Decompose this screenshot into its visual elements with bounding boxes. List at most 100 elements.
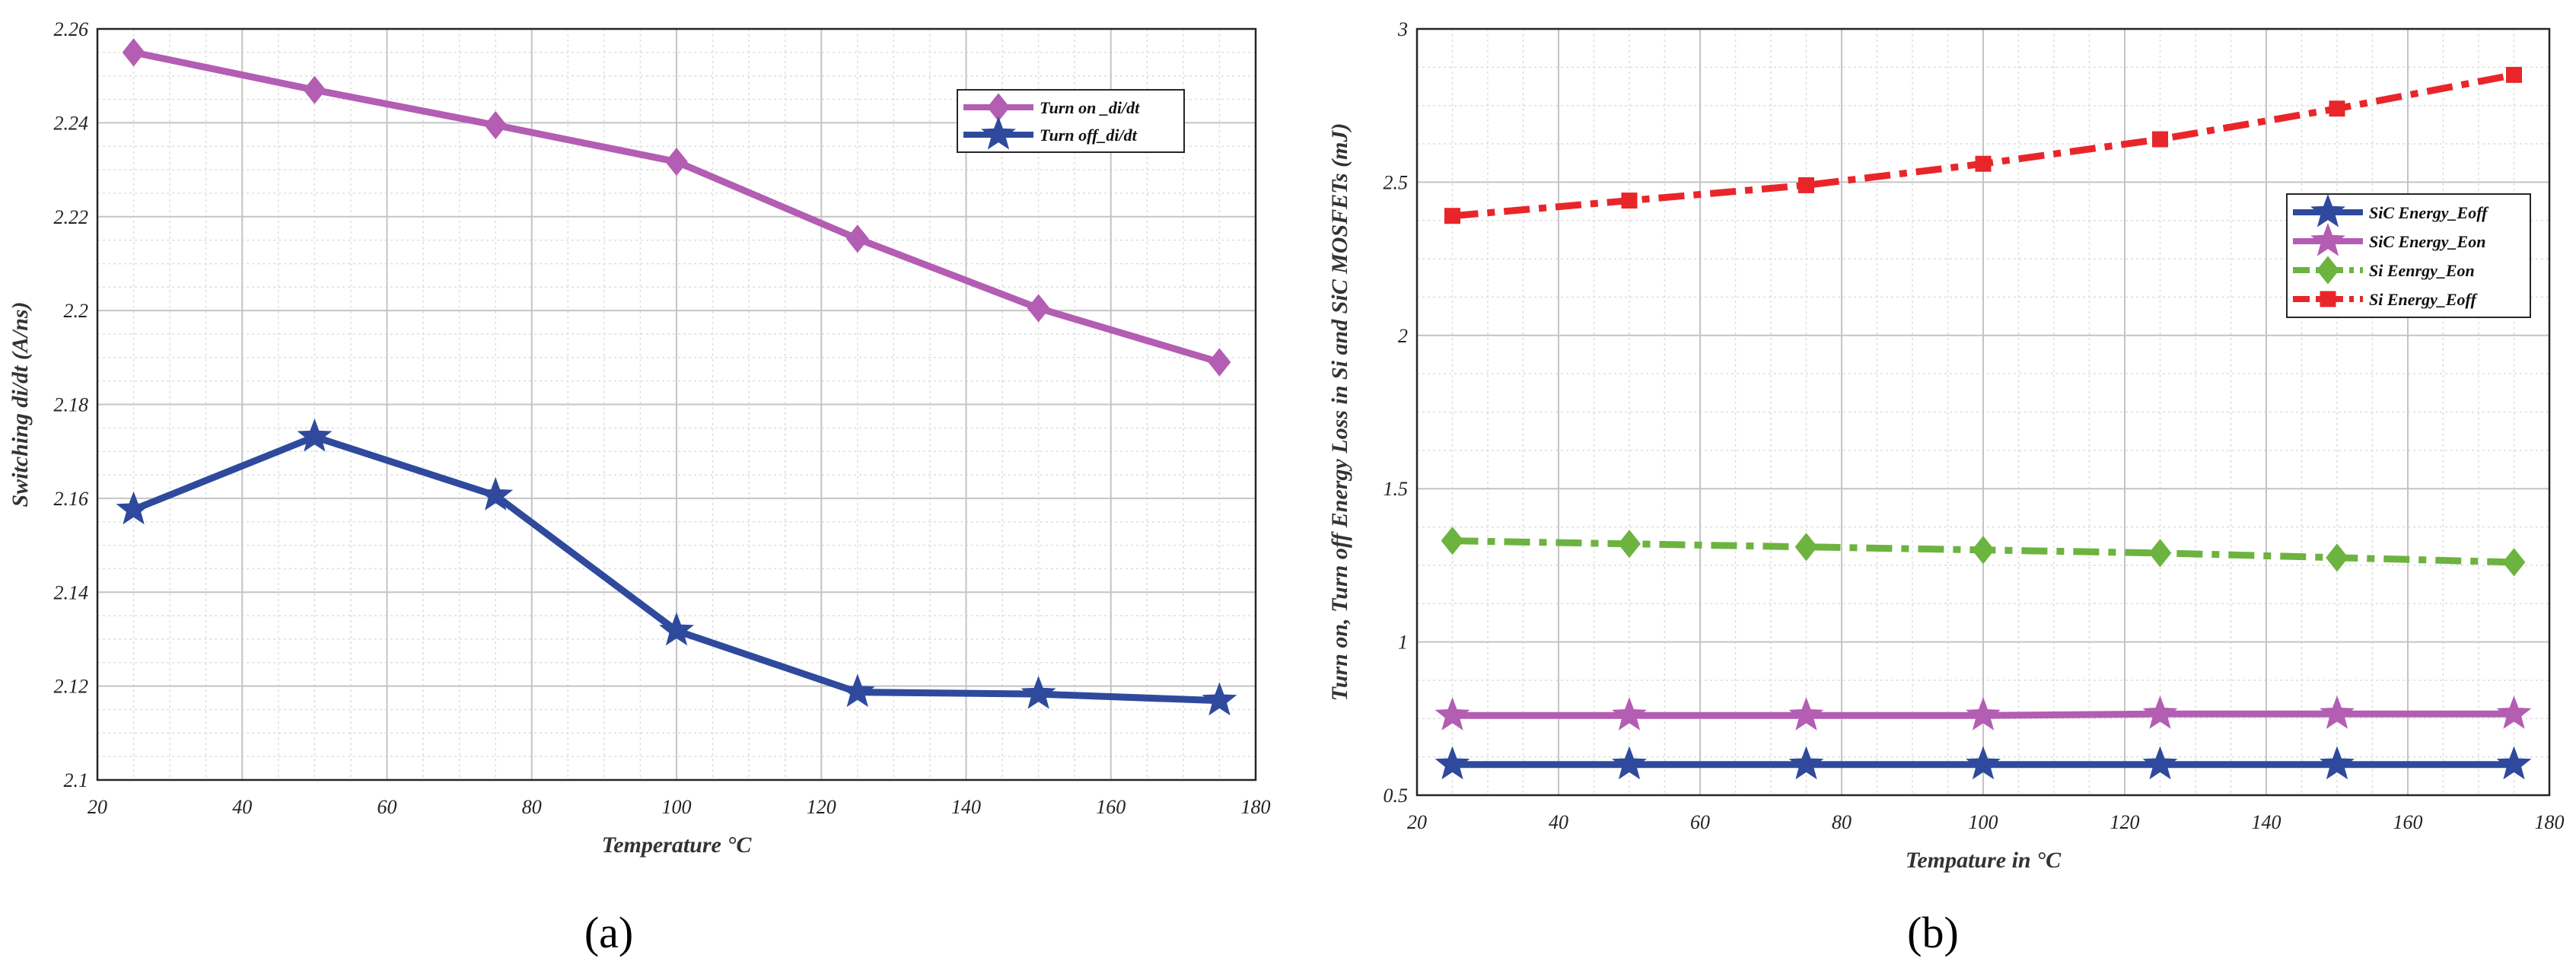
data-point [484, 110, 508, 140]
x-tick-label: 140 [2252, 811, 2281, 833]
x-tick-label: 160 [2393, 811, 2423, 833]
legend-entry: Turn off_di/dt [1040, 126, 1138, 145]
plot-area-border [96, 27, 1257, 781]
x-tick-label: 20 [1407, 811, 1427, 833]
series-sic-energy-eoff [1434, 746, 2532, 780]
x-tick-label: 120 [807, 796, 836, 818]
legend-entry: Turn on _di/dt [1040, 98, 1140, 117]
legend: Turn on _di/dt Turn off_di/dt [957, 89, 1185, 153]
x-axis-label: Tempature in °C [1906, 848, 2062, 873]
data-point [1434, 697, 1470, 730]
chart-b: 20 40 60 80 100 120 140 160 180 0.5 1 1.5 2 2.5 3 Tempa… [1327, 18, 2565, 957]
x-tick-label: 120 [2110, 811, 2140, 833]
data-point [2329, 100, 2345, 117]
x-tick-label: 80 [1832, 811, 1852, 833]
y-tick-label: 2.24 [54, 112, 89, 134]
data-point [1434, 746, 1470, 780]
data-point [845, 224, 869, 253]
data-point [1966, 746, 2001, 780]
y-tick-label: 0.5 [1384, 785, 1409, 807]
y-tick-label: 2.12 [54, 676, 89, 698]
legend-marker [2316, 256, 2339, 285]
x-tick-label: 100 [1969, 811, 1998, 833]
data-point [2326, 543, 2348, 572]
data-point [1444, 208, 1460, 224]
legend-entry: SiC Energy_Eon [2369, 232, 2485, 251]
x-tick-label: 60 [377, 796, 397, 818]
data-point [659, 612, 694, 646]
data-point [303, 75, 326, 104]
data-point [116, 491, 151, 525]
data-point [2142, 746, 2178, 780]
data-point [2320, 695, 2355, 729]
data-point [1798, 177, 1814, 193]
series-turn-on-di-dt [122, 38, 1231, 377]
x-tick-label: 160 [1096, 796, 1126, 818]
legend-marker [981, 116, 1016, 150]
data-point [1621, 193, 1638, 209]
data-point [2506, 66, 2522, 83]
y-tick-label: 1 [1398, 632, 1408, 654]
series-sic-energy-eon [1434, 695, 2532, 730]
y-tick-label: 2.16 [54, 488, 89, 510]
data-point [2496, 746, 2532, 780]
series-turn-off-di-dt [116, 418, 1237, 716]
plot-area-border [1415, 27, 2551, 797]
data-point [665, 147, 688, 177]
data-point [2496, 695, 2532, 729]
y-tick-label: 1.5 [1384, 478, 1409, 500]
data-point [1966, 697, 2001, 730]
y-tick-label: 2.5 [1384, 171, 1409, 193]
y-axis-label: Turn on, Turn off Energy Loss in Si and … [1327, 123, 1352, 702]
y-tick-label: 2.14 [54, 581, 89, 603]
legend-entry: Si Energy_Eoff [2369, 290, 2478, 309]
chart-a: 20 40 60 80 100 120 140 160 180 2.1 2.12 2.14 2.16 2.… [8, 18, 1271, 957]
panel-label: (b) [1907, 908, 1959, 957]
x-tick-label: 180 [2535, 811, 2565, 833]
x-tick-label: 180 [1241, 796, 1271, 818]
data-point [2320, 746, 2355, 780]
data-point [1794, 533, 1818, 562]
data-point [1021, 675, 1056, 709]
x-tick-label: 80 [522, 796, 542, 818]
data-point [1202, 682, 1237, 716]
x-tick-label: 20 [88, 796, 107, 818]
legend-entry: SiC Energy_Eoff [2369, 203, 2489, 222]
data-point [1441, 527, 1464, 555]
series-si-eenrgy-eon [1441, 527, 2526, 577]
data-point [122, 38, 145, 67]
y-tick-label: 2.18 [54, 394, 89, 416]
x-tick-label: 60 [1690, 811, 1710, 833]
data-point [1208, 348, 1231, 377]
data-point [1612, 697, 1647, 730]
y-tick-label: 3 [1397, 18, 1408, 40]
data-point [1618, 530, 1641, 559]
legend-marker [2310, 193, 2345, 228]
x-tick-label: 100 [662, 796, 692, 818]
legend: SiC Energy_Eoff SiC Energy_Eon Si Eenrgy_E… [2286, 193, 2531, 318]
y-tick-label: 2.1 [64, 769, 89, 791]
x-tick-label: 140 [951, 796, 981, 818]
legend-marker [2310, 222, 2345, 256]
x-tick-label: 40 [232, 796, 252, 818]
data-point [2502, 548, 2526, 577]
data-point [839, 673, 875, 708]
data-point [1972, 536, 1995, 565]
data-point [478, 477, 514, 511]
data-point [1612, 746, 1647, 780]
data-point [2148, 539, 2172, 568]
panel-label: (a) [584, 908, 633, 957]
data-point [1788, 746, 1824, 780]
y-tick-label: 2.26 [54, 18, 89, 40]
data-point [1027, 294, 1050, 323]
data-point [2142, 695, 2178, 729]
x-axis-label: Temperature °C [602, 832, 753, 858]
data-point [297, 418, 333, 452]
data-point [2152, 131, 2168, 148]
legend-entry: Si Eenrgy_Eon [2369, 261, 2475, 280]
y-tick-label: 2.2 [64, 300, 89, 322]
y-tick-label: 2.22 [54, 206, 89, 228]
y-axis-label: Switching di/dt (A/ns) [8, 301, 33, 507]
data-point [1975, 155, 1992, 172]
